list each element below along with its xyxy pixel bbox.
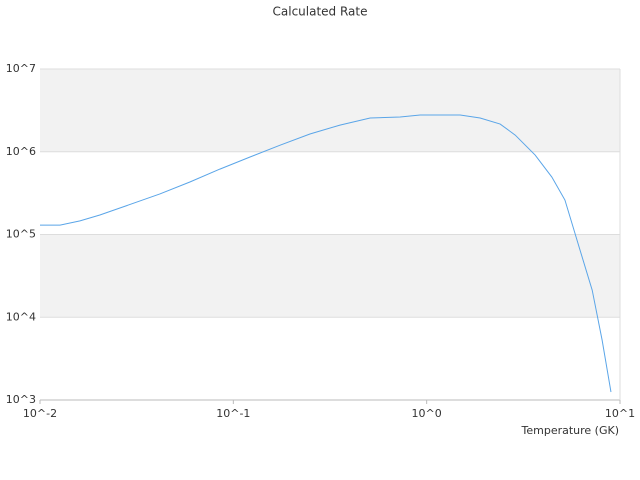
y-tick-label: 10^4 [6, 310, 36, 323]
x-axis-label: Temperature (GK) [521, 424, 620, 437]
y-tick-label: 10^5 [6, 228, 36, 241]
y-tick-label: 10^3 [6, 393, 36, 406]
x-tick-label: 10^1 [605, 407, 635, 420]
y-tick-label: 10^6 [6, 145, 36, 158]
x-tick-label: 10^-2 [23, 407, 57, 420]
data-line [40, 114, 612, 393]
x-tick-label: 10^0 [412, 407, 442, 420]
y-tick-label: 10^7 [6, 62, 36, 75]
grid-band [40, 69, 620, 152]
grid-band [40, 234, 620, 318]
x-tick-label: 10^-1 [216, 407, 250, 420]
chart-title: Calculated Rate [273, 5, 368, 19]
